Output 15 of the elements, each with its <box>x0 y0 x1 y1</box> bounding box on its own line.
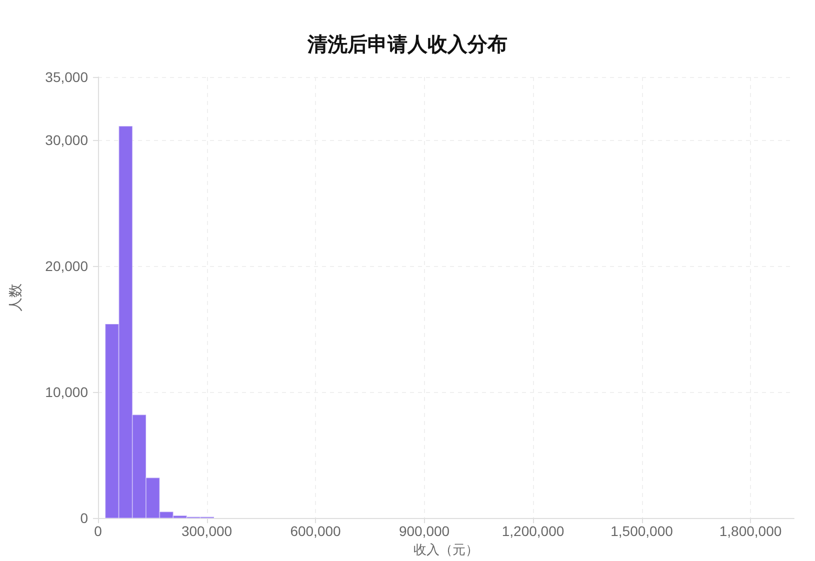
x-tick-label: 300,000 <box>181 523 232 540</box>
x-axis-title: 收入（元） <box>414 542 478 557</box>
x-tick-label: 900,000 <box>398 523 450 540</box>
chart-title: 清洗后申请人收入分布 <box>306 33 508 56</box>
y-tick-label: 20,000 <box>45 258 88 274</box>
x-tick-label: 0 <box>94 523 102 540</box>
x-tick-label: 600,000 <box>290 523 342 540</box>
x-tick-label: 1,800,000 <box>719 523 782 540</box>
y-axis-title: 人数 <box>7 284 23 312</box>
y-tick-label: 0 <box>80 510 88 526</box>
y-tick-label: 10,000 <box>45 384 88 400</box>
y-tick-label: 35,000 <box>45 69 88 85</box>
x-tick-label: 1,200,000 <box>502 523 564 540</box>
y-tick-label: 30,000 <box>45 132 88 148</box>
x-tick-label: 1,500,000 <box>610 523 674 540</box>
